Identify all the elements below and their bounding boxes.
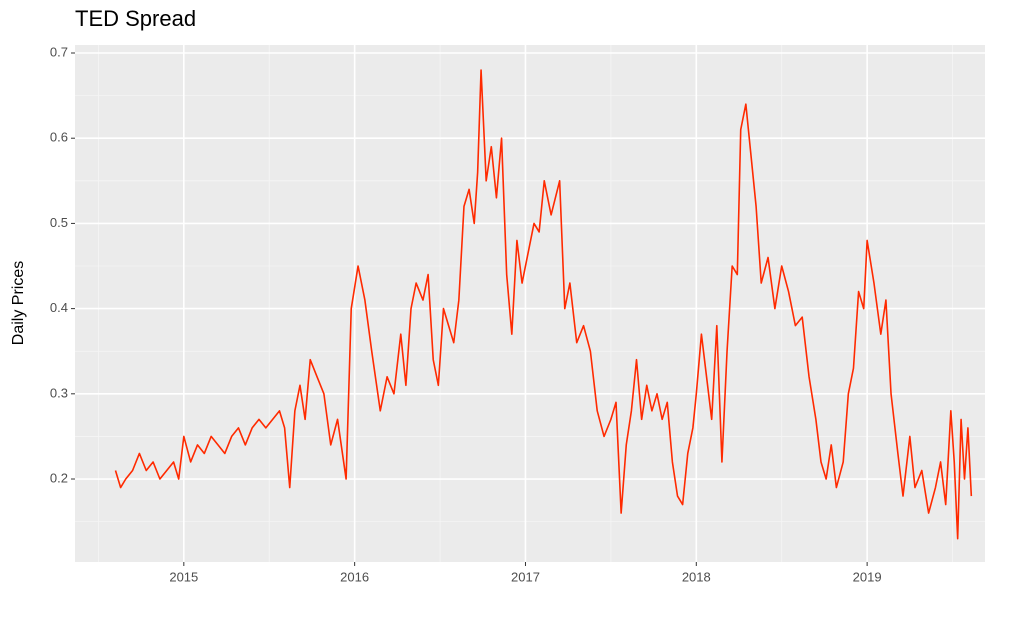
y-tick-label: 0.5	[50, 215, 68, 230]
line-series	[114, 69, 973, 540]
y-axis-label: Daily Prices	[10, 261, 27, 345]
x-tick-label: 2018	[682, 569, 711, 584]
panel	[75, 45, 985, 562]
x-tick-label: 2016	[340, 569, 369, 584]
x-tick-label: 2017	[511, 569, 540, 584]
y-tick-label: 0.2	[50, 470, 68, 485]
y-tick-label: 0.7	[50, 44, 68, 59]
y-tick-label: 0.4	[50, 300, 68, 315]
x-tick-label: 2019	[853, 569, 882, 584]
y-tick-label: 0.6	[50, 130, 68, 145]
x-tick-label: 2015	[169, 569, 198, 584]
chart-title: TED Spread	[75, 6, 196, 31]
y-tick-label: 0.3	[50, 385, 68, 400]
